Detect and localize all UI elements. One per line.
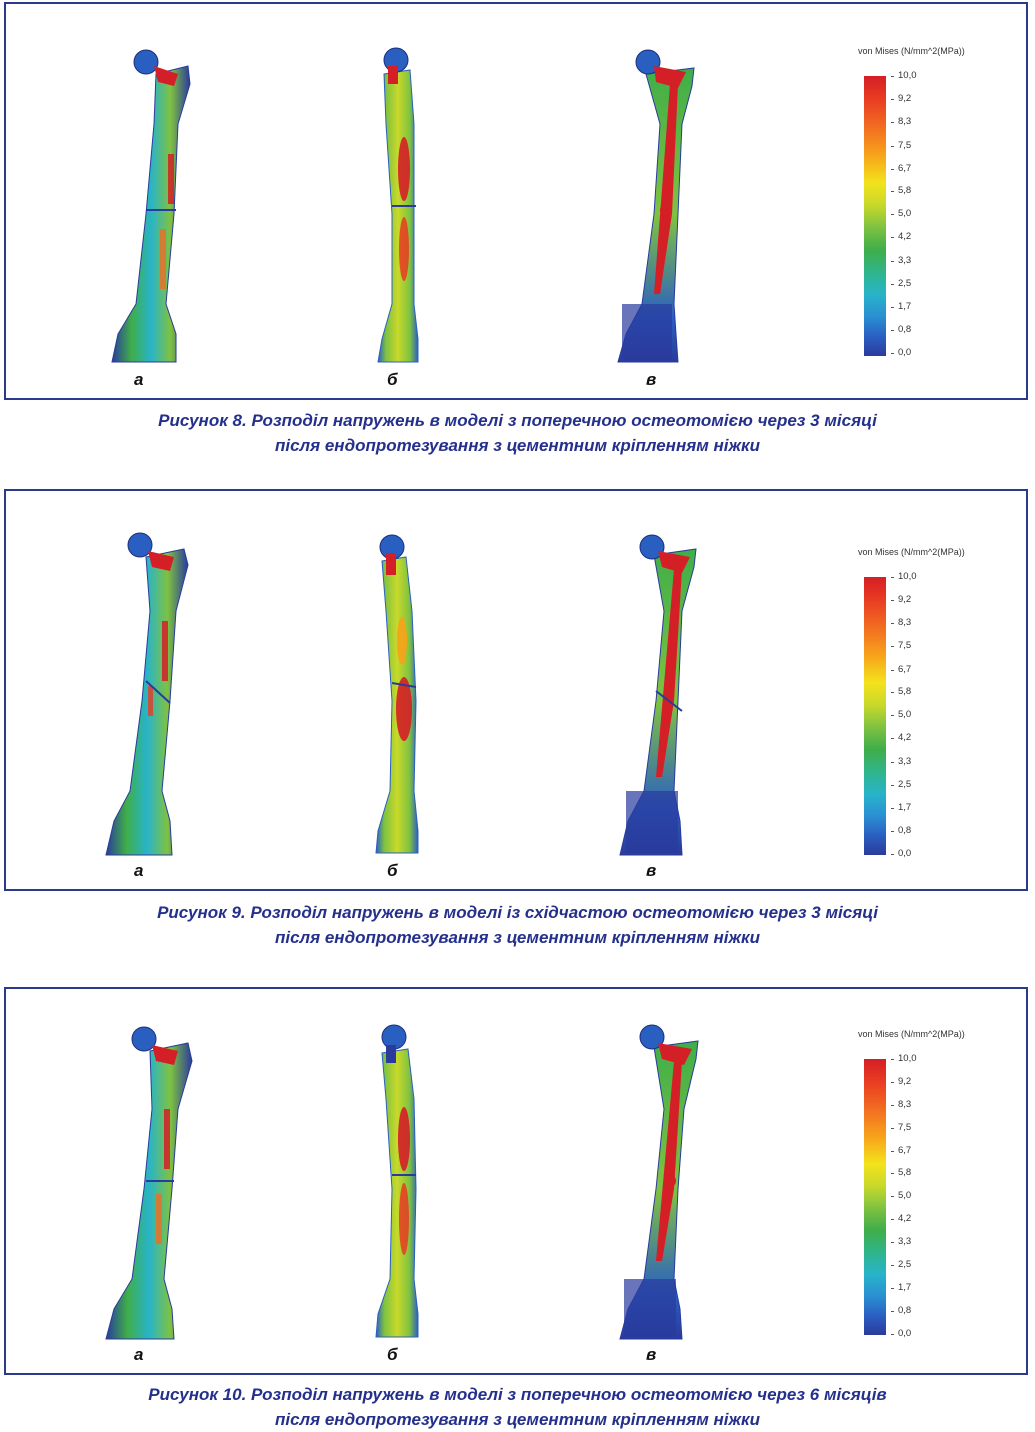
figure-10-frame: а б в von Mises (N/mm^2(MPa)) 10,0 9,2 8… <box>4 987 1028 1375</box>
bone-model-c <box>619 534 697 856</box>
scale-tick: 1,7 <box>890 301 912 312</box>
scale-tick: 2,5 <box>890 1259 912 1270</box>
figure-10-caption: Рисунок 10. Розподіл напружень в моделі … <box>0 1382 1035 1432</box>
scale-tick: 8,3 <box>890 1099 912 1110</box>
figure-9-bones <box>105 532 697 856</box>
scale-tick: 3,3 <box>890 1236 912 1247</box>
caption-line-2: після ендопротезування з цементним кріпл… <box>274 436 761 455</box>
scale-tick: 1,7 <box>890 802 912 813</box>
caption-line-2: після ендопротезування з цементним кріпл… <box>274 1410 761 1429</box>
scale-tick: 0,8 <box>890 1305 912 1316</box>
scale-tick: 6,7 <box>890 1145 912 1156</box>
scale-tick: 0,8 <box>890 825 912 836</box>
panel-label-b: б <box>387 1345 398 1364</box>
panel-label-a: а <box>134 1345 144 1364</box>
figure-9-frame: а б в von Mises (N/mm^2(MPa)) 10,0 9,2 8… <box>4 489 1028 891</box>
scale-tick: 7,5 <box>890 640 912 651</box>
scale-tick: 8,3 <box>890 116 912 127</box>
scale-tick: 2,5 <box>890 779 912 790</box>
scale-tick: 5,8 <box>890 1167 912 1178</box>
scale-tick: 10,0 <box>891 1053 917 1064</box>
bone-model-b <box>377 47 419 363</box>
scale-tick: 7,5 <box>890 140 912 151</box>
scale-color-bar <box>864 577 886 855</box>
scale-title: von Mises (N/mm^2(MPa)) <box>858 1029 965 1039</box>
bone-model-b <box>375 534 419 854</box>
figure-8-bones <box>111 47 695 363</box>
scale-title: von Mises (N/mm^2(MPa)) <box>858 46 965 56</box>
figure-8-frame: а б в von Mises (N/mm^2(MPa)) 10,0 9,2 8… <box>4 2 1028 400</box>
figure-10-bones <box>105 1024 699 1340</box>
caption-line-1: Рисунок 10. Розподіл напружень в моделі … <box>148 1385 887 1404</box>
scale-tick: 0,0 <box>890 347 912 358</box>
caption-line-2: після ендопротезування з цементним кріпл… <box>274 928 761 947</box>
scale-tick: 8,3 <box>890 617 912 628</box>
scale-tick: 3,3 <box>890 255 912 266</box>
scale-tick: 4,2 <box>890 1213 912 1224</box>
scale-tick: 9,2 <box>890 93 912 104</box>
panel-label-a: а <box>134 370 144 389</box>
scale-tick: 0,0 <box>890 848 912 859</box>
scale-tick: 9,2 <box>890 1076 912 1087</box>
bone-model-a <box>105 532 189 856</box>
panel-label-c: в <box>646 861 657 880</box>
bone-model-a <box>105 1026 193 1340</box>
scale-tick: 4,2 <box>890 231 912 242</box>
bone-model-a <box>111 49 191 363</box>
scale-tick: 10,0 <box>891 571 917 582</box>
scale-tick: 5,8 <box>890 185 912 196</box>
scale-tick: 0,8 <box>890 324 912 335</box>
bone-model-c <box>617 49 695 363</box>
scale-tick: 6,7 <box>890 664 912 675</box>
bone-model-b <box>375 1024 419 1338</box>
panel-label-c: в <box>646 1345 657 1364</box>
panel-label-c: в <box>646 370 657 389</box>
scale-tick: 6,7 <box>890 163 912 174</box>
scale-color-bar <box>864 76 886 356</box>
scale-tick: 1,7 <box>890 1282 912 1293</box>
bone-model-c <box>619 1024 699 1340</box>
scale-tick: 5,8 <box>890 686 912 697</box>
scale-tick: 4,2 <box>890 732 912 743</box>
caption-line-1: Рисунок 8. Розподіл напружень в моделі з… <box>158 411 877 430</box>
panel-label-b: б <box>387 861 398 880</box>
panel-label-b: б <box>387 370 398 389</box>
scale-tick: 0,0 <box>890 1328 912 1339</box>
scale-tick: 5,0 <box>890 208 912 219</box>
scale-title: von Mises (N/mm^2(MPa)) <box>858 547 965 557</box>
scale-tick: 2,5 <box>890 278 912 289</box>
panel-label-a: а <box>134 861 144 880</box>
scale-color-bar <box>864 1059 886 1335</box>
figure-8-caption: Рисунок 8. Розподіл напружень в моделі з… <box>0 408 1035 458</box>
scale-tick: 3,3 <box>890 756 912 767</box>
caption-line-1: Рисунок 9. Розподіл напружень в моделі і… <box>157 903 878 922</box>
scale-tick: 5,0 <box>890 709 912 720</box>
scale-tick: 10,0 <box>891 70 917 81</box>
scale-tick: 7,5 <box>890 1122 912 1133</box>
figure-9-caption: Рисунок 9. Розподіл напружень в моделі і… <box>0 900 1035 950</box>
scale-tick: 5,0 <box>890 1190 912 1201</box>
scale-tick: 9,2 <box>890 594 912 605</box>
